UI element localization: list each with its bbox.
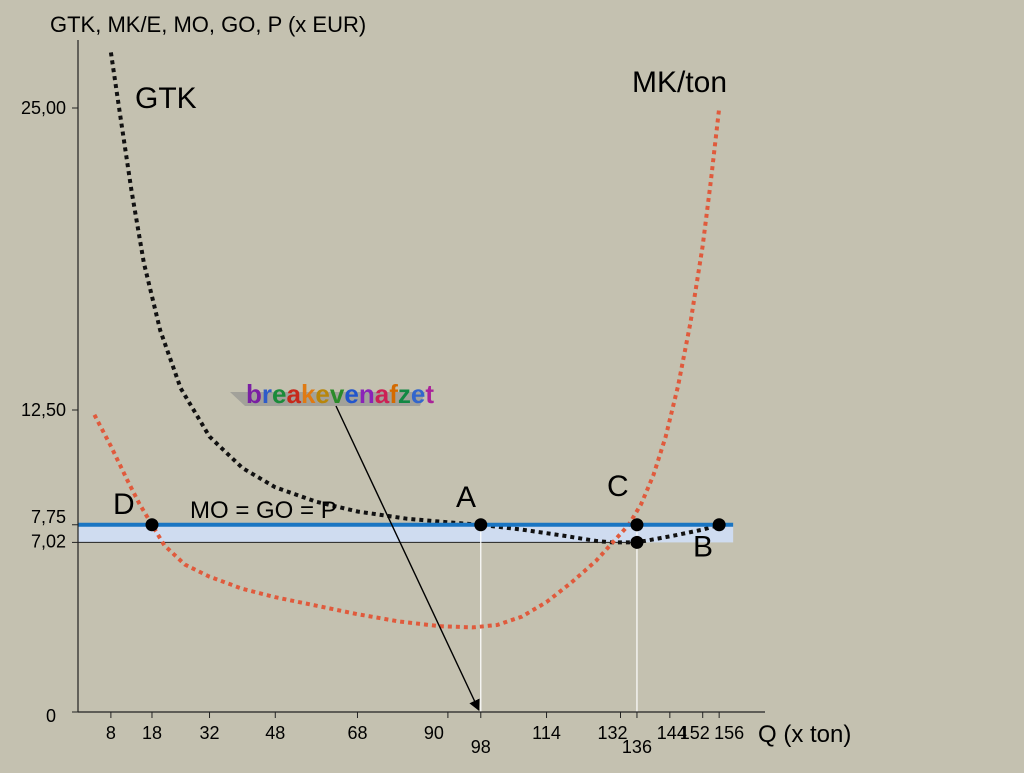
x-tick-label: 144 (657, 723, 687, 743)
breakeven-letter: e (411, 379, 425, 409)
point-a (474, 518, 488, 532)
loss-band (78, 524, 734, 543)
y-tick-label: 25,00 (21, 98, 66, 118)
x-tick-label: 132 (597, 723, 627, 743)
x-tick-label: 48 (265, 723, 285, 743)
breakeven-letter: f (389, 379, 398, 409)
breakeven-letter: r (262, 379, 272, 409)
breakeven-letter: n (359, 379, 375, 409)
breakeven-letter: a (375, 379, 390, 409)
x-tick-label: 68 (347, 723, 367, 743)
x-tick-label: 114 (532, 723, 561, 743)
point-label-d: D (113, 488, 135, 521)
breakeven-letter: k (301, 379, 316, 409)
x-tick-label: 32 (200, 723, 220, 743)
gtk-curve (108, 52, 720, 545)
breakeven-letter: z (398, 379, 411, 409)
breakeven-letter: e (315, 379, 329, 409)
breakeven-label: breakevenafzet (246, 379, 434, 409)
point-c (630, 518, 644, 532)
breakeven-letter: b (246, 379, 262, 409)
x-tick-label: 98 (471, 737, 491, 757)
breakeven-letter: a (286, 379, 301, 409)
x-tick-label: 18 (142, 723, 162, 743)
breakeven-letter: v (330, 379, 345, 409)
point-label-a: A (456, 481, 476, 514)
y-tick-label: 7,02 (31, 531, 66, 551)
gtk-label: GTK (135, 82, 197, 115)
y-tick-label: 0 (46, 706, 56, 726)
price-label: MO = GO = P (190, 497, 337, 524)
x-tick-label: 136 (622, 737, 652, 757)
x-axis-title: Q (x ton) (758, 721, 851, 748)
y-axis-title: GTK, MK/E, MO, GO, P (x EUR) (50, 12, 366, 37)
x-tick-label: 156 (714, 723, 744, 743)
breakeven-arrow (335, 405, 480, 712)
breakeven-letter: e (344, 379, 358, 409)
breakeven-shadow (230, 392, 425, 406)
point-d (145, 518, 159, 532)
point-end (712, 518, 726, 532)
y-tick-label: 12,50 (21, 400, 66, 420)
point-b (630, 535, 644, 549)
y-tick-label: 7,75 (31, 507, 66, 527)
mk-label: MK/ton (632, 66, 727, 99)
mk-curve (92, 107, 722, 630)
breakeven-letter: t (425, 379, 434, 409)
breakeven-letter: e (272, 379, 286, 409)
x-tick-label: 8 (106, 723, 116, 743)
x-tick-label: 152 (680, 723, 710, 743)
point-label-b: B (693, 530, 713, 563)
x-tick-label: 90 (424, 723, 444, 743)
point-label-c: C (607, 470, 629, 503)
